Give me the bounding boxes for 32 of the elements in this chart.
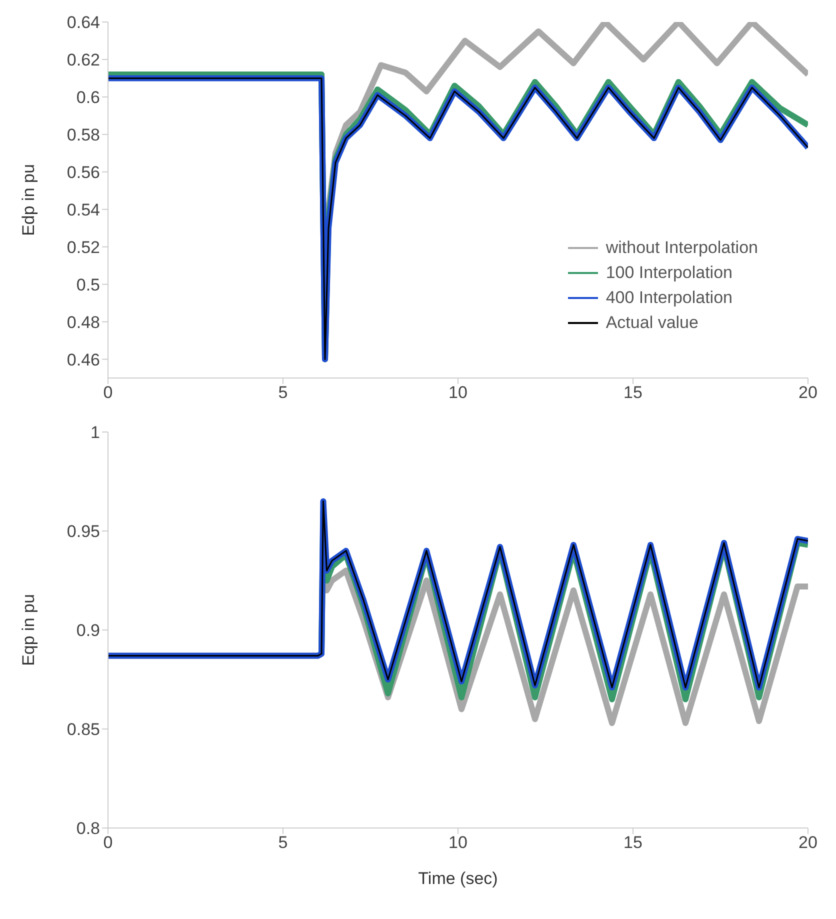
x-tick-label: 0 <box>103 833 113 852</box>
x-tick-label: 20 <box>798 833 818 852</box>
y-tick-label: 0.85 <box>66 720 100 740</box>
y-tick-label: 0.62 <box>66 50 100 70</box>
y-tick-label: 0.6 <box>76 88 100 107</box>
x-tick-label: 0 <box>103 383 113 402</box>
y-axis-title: Eqp in pu <box>19 594 38 666</box>
y-tick-label: 0.56 <box>66 162 100 182</box>
y-tick-label: 0.5 <box>76 275 100 294</box>
y-tick-label: 0.52 <box>66 238 100 257</box>
y-tick-label: 0.46 <box>66 350 100 370</box>
legend-label: Actual value <box>606 313 698 333</box>
y-tick-label: 0.54 <box>66 200 100 220</box>
legend-label: 100 Interpolation <box>606 263 732 283</box>
x-tick-label: 15 <box>624 833 642 852</box>
y-tick-label: 0.48 <box>66 312 100 332</box>
x-axis-title: Time (sec) <box>418 869 498 888</box>
x-tick-label: 10 <box>448 383 468 402</box>
y-tick-label: 0.9 <box>76 621 100 640</box>
x-tick-label: 5 <box>278 383 288 402</box>
x-tick-label: 10 <box>448 833 468 852</box>
legend-label: without Interpolation <box>606 238 758 258</box>
y-tick-label: 0.58 <box>66 125 100 144</box>
legend-label: 400 Interpolation <box>606 288 732 308</box>
y-axis-title: Edp in pu <box>19 164 38 236</box>
x-tick-label: 5 <box>278 833 288 852</box>
x-tick-label: 15 <box>624 383 642 402</box>
x-tick-label: 20 <box>798 383 818 402</box>
y-tick-label: 1 <box>90 423 100 442</box>
y-tick-label: 0.95 <box>66 522 100 542</box>
y-tick-label: 0.64 <box>66 13 100 32</box>
y-tick-label: 0.8 <box>76 819 100 838</box>
